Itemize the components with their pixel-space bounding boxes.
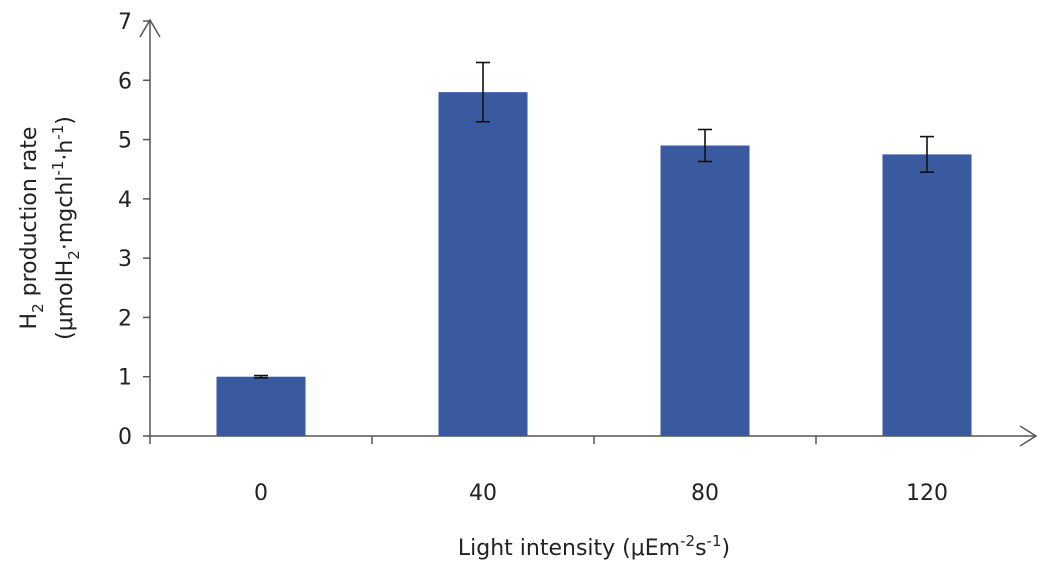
- y-tick-label: 1: [118, 366, 132, 391]
- bar: [660, 145, 750, 436]
- x-tick-label: 40: [469, 481, 497, 506]
- x-axis-arrow: [1019, 425, 1038, 447]
- y-tick-label: 5: [118, 129, 132, 154]
- y-tick-label: 2: [118, 306, 132, 331]
- y-axis-title: H2 production rate (μmolH2·mgchl-1·h-1): [17, 116, 83, 340]
- error-bar: [476, 61, 490, 123]
- y-axis-title-line1: H2 production rate: [17, 127, 47, 330]
- bar: [216, 376, 306, 436]
- y-axis: [139, 18, 161, 436]
- error-bars: [254, 61, 934, 379]
- y-tick-label: 0: [118, 425, 132, 450]
- y-tick-label: 4: [118, 188, 132, 213]
- x-tick-label: 80: [691, 481, 719, 506]
- x-ticks: 0 40 80 120: [149, 436, 948, 506]
- bars: [216, 92, 972, 437]
- y-tick-label: 3: [118, 247, 132, 272]
- error-bar: [698, 128, 712, 163]
- bar: [882, 154, 972, 436]
- y-tick-label: 7: [118, 10, 132, 35]
- y-axis-arrow: [139, 18, 161, 38]
- x-axis-title: Light intensity (μEm-2s-1): [458, 532, 730, 561]
- y-tick-label: 6: [118, 69, 132, 94]
- error-bar: [254, 374, 268, 379]
- y-ticks: 0 1 2 3 4 5 6 7: [118, 10, 150, 450]
- error-bar: [920, 135, 934, 173]
- y-axis-title-line2: (μmolH2·mgchl-1·h-1): [49, 116, 83, 340]
- bar: [438, 92, 528, 437]
- x-tick-label: 0: [254, 481, 268, 506]
- x-tick-label: 120: [906, 481, 948, 506]
